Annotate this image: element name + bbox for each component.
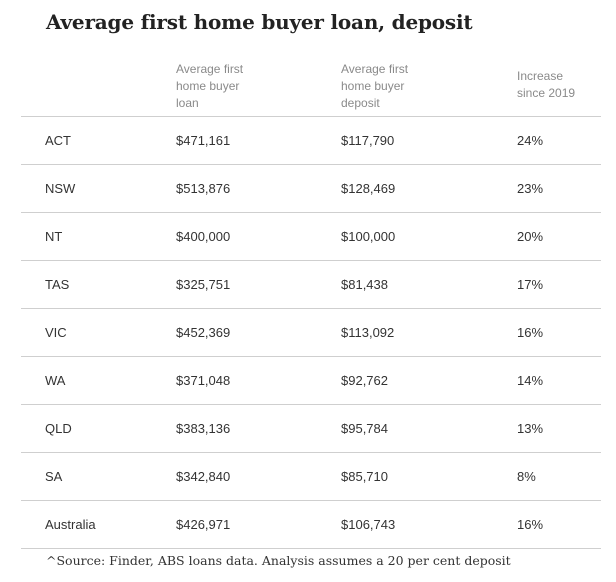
increase-cell: 8% <box>517 469 536 484</box>
loan-cell: $471,161 <box>176 133 231 148</box>
header-deposit: Average first home buyer deposit <box>341 61 408 112</box>
loan-cell: $426,971 <box>176 517 231 532</box>
table-row: ACT $471,161 $117,790 24% <box>21 117 601 165</box>
deposit-cell: $85,710 <box>341 469 388 484</box>
increase-cell: 24% <box>517 133 544 148</box>
loan-cell: $371,048 <box>176 373 231 388</box>
table-row: SA $342,840 $85,710 8% <box>21 453 601 501</box>
loan-cell: $325,751 <box>176 277 231 292</box>
data-table: Average first home buyer loan Average fi… <box>21 52 601 549</box>
table-body: ACT $471,161 $117,790 24% NSW $513,876 $128,46… <box>21 117 601 549</box>
increase-cell: 20% <box>517 229 544 244</box>
increase-cell: 14% <box>517 373 544 388</box>
state-cell: QLD <box>45 421 72 436</box>
deposit-cell: $113,092 <box>341 325 395 340</box>
table-row: TAS $325,751 $81,438 17% <box>21 261 601 309</box>
deposit-cell: $95,784 <box>341 421 388 436</box>
header-loan: Average first home buyer loan <box>176 61 243 112</box>
state-cell: TAS <box>45 277 70 292</box>
header-increase-line-2: since 2019 <box>517 86 576 100</box>
deposit-cell: $106,743 <box>341 517 396 532</box>
deposit-cell: $128,469 <box>341 181 396 196</box>
chart-title: Average first home buyer loan, deposit <box>46 10 473 34</box>
table-row: WA $371,048 $92,762 14% <box>21 357 601 405</box>
loan-cell: $400,000 <box>176 229 231 244</box>
state-cell: ACT <box>45 133 71 148</box>
deposit-cell: $100,000 <box>341 229 396 244</box>
deposit-cell: $92,762 <box>341 373 388 388</box>
header-loan-line-2: home buyer <box>176 79 240 93</box>
state-cell: Australia <box>45 517 96 532</box>
header-deposit-line-2: home buyer <box>341 79 405 93</box>
state-cell: SA <box>45 469 63 484</box>
loan-cell: $513,876 <box>176 181 231 196</box>
source-note: ^Source: Finder, ABS loans data. Analysi… <box>46 553 511 568</box>
state-cell: VIC <box>45 325 67 340</box>
header-loan-line-1: Average first <box>176 62 244 76</box>
state-cell: NSW <box>45 181 76 196</box>
table-row: NSW $513,876 $128,469 23% <box>21 165 601 213</box>
table-header: Average first home buyer loan Average fi… <box>21 52 601 117</box>
state-cell: NT <box>45 229 63 244</box>
header-loan-line-3: loan <box>176 96 199 110</box>
header-increase-line-1: Increase <box>517 69 564 83</box>
loan-cell: $342,840 <box>176 469 231 484</box>
increase-cell: 16% <box>517 325 544 340</box>
increase-cell: 13% <box>517 421 544 436</box>
header-increase: Increase since 2019 <box>517 68 575 102</box>
deposit-cell: $117,790 <box>341 133 395 148</box>
table-row: Australia $426,971 $106,743 16% <box>21 501 601 549</box>
state-cell: WA <box>45 373 66 388</box>
loan-cell: $452,369 <box>176 325 231 340</box>
header-deposit-line-3: deposit <box>341 96 380 110</box>
table-row: VIC $452,369 $113,092 16% <box>21 309 601 357</box>
header-deposit-line-1: Average first <box>341 62 409 76</box>
deposit-cell: $81,438 <box>341 277 388 292</box>
increase-cell: 16% <box>517 517 544 532</box>
increase-cell: 23% <box>517 181 544 196</box>
table-row: NT $400,000 $100,000 20% <box>21 213 601 261</box>
table-row: QLD $383,136 $95,784 13% <box>21 405 601 453</box>
loan-cell: $383,136 <box>176 421 231 436</box>
increase-cell: 17% <box>517 277 544 292</box>
